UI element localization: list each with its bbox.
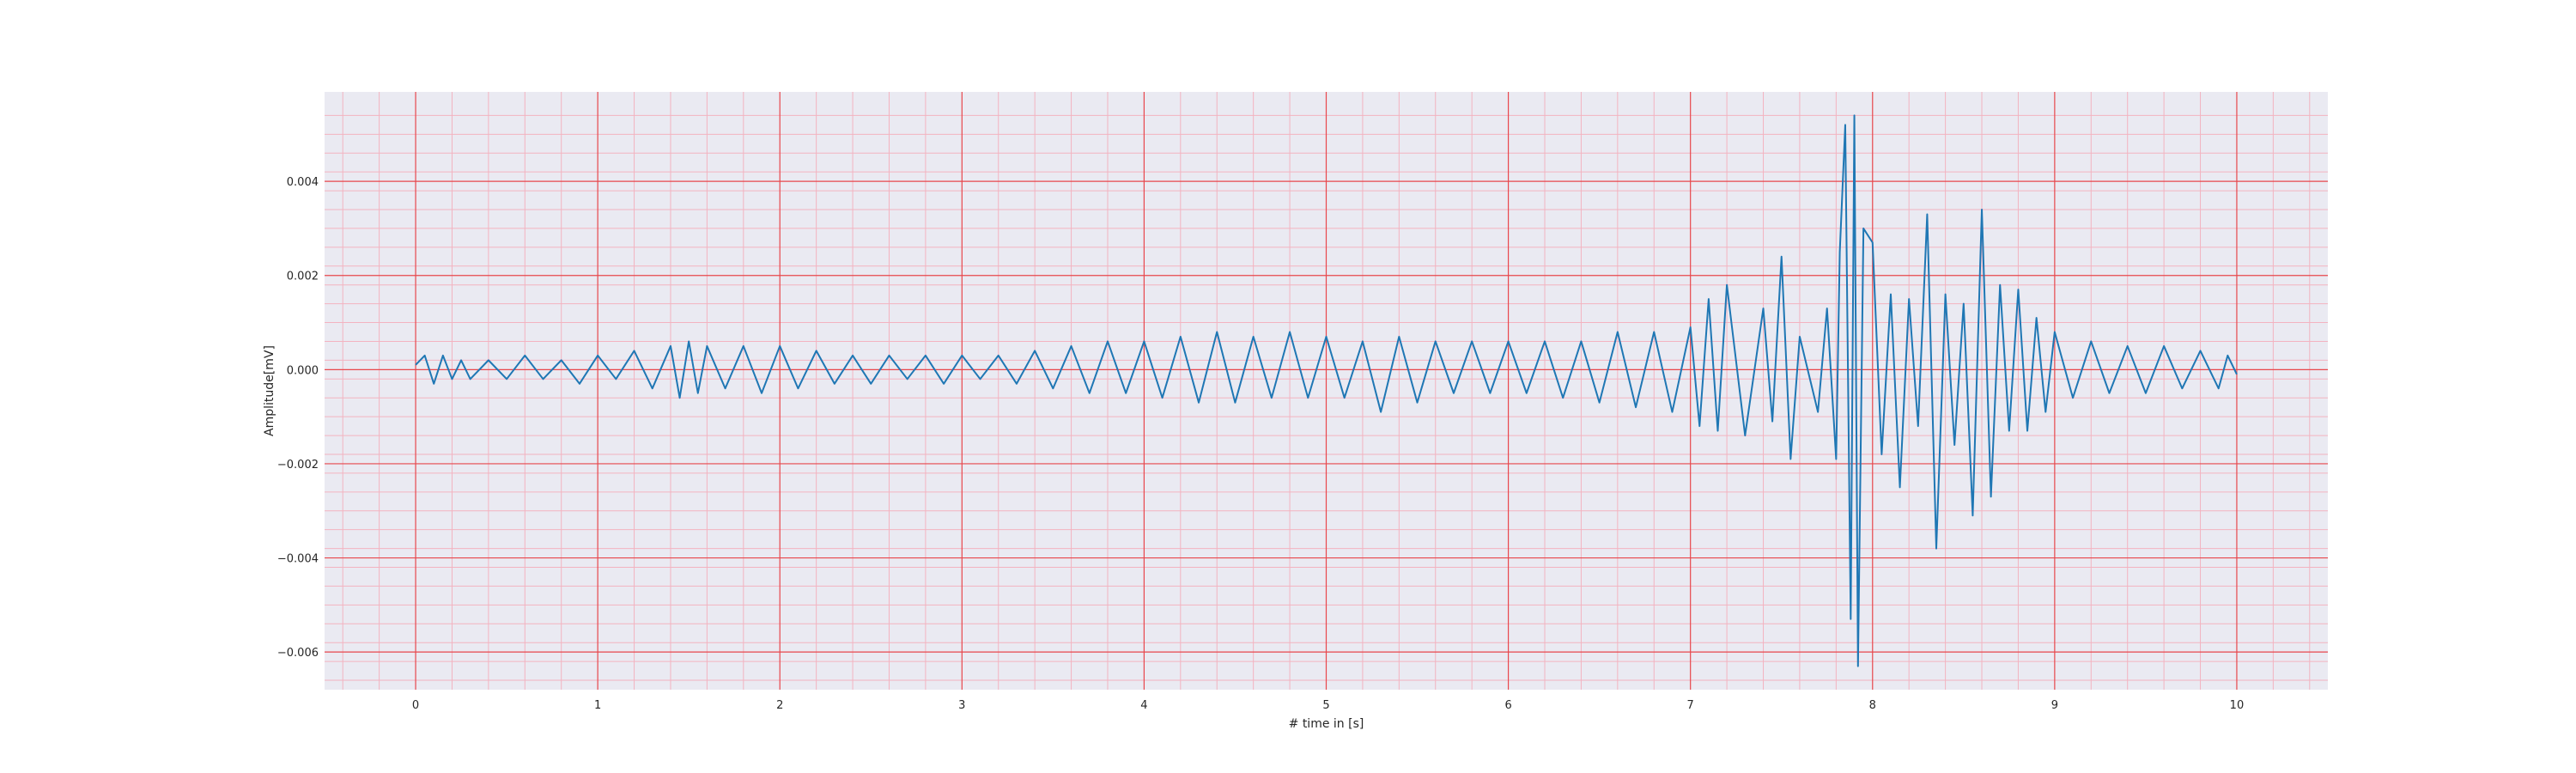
x-axis-label: # time in [s] — [1289, 717, 1364, 731]
x-tick-label: 1 — [594, 699, 601, 712]
x-tick-label: 0 — [412, 699, 419, 712]
x-tick-label: 5 — [1322, 699, 1329, 712]
series-layer — [415, 114, 2238, 667]
y-tick-labels: 0.004 0.002 0.000 −0.002 −0.004 −0.006 — [277, 176, 319, 660]
major-grid — [325, 92, 2328, 690]
x-tick-label: 6 — [1504, 699, 1511, 712]
x-tick-label: 4 — [1140, 699, 1147, 712]
x-tick-label: 3 — [958, 699, 965, 712]
y-tick-label: −0.004 — [277, 553, 319, 566]
y-tick-label: −0.002 — [277, 459, 319, 472]
y-tick-label: 0.002 — [287, 271, 319, 283]
x-tick-label: 2 — [776, 699, 783, 712]
series-line — [415, 114, 2238, 667]
x-tick-label: 7 — [1687, 699, 1694, 712]
x-tick-label: 8 — [1869, 699, 1876, 712]
y-tick-label: 0.004 — [287, 176, 319, 189]
x-tick-labels: 0 1 2 3 4 5 6 7 8 9 10 — [412, 699, 2244, 712]
x-tick-label: 9 — [2051, 699, 2058, 712]
y-axis-label: Amplitude[mV] — [263, 345, 276, 436]
y-tick-label: −0.006 — [277, 647, 319, 660]
x-tick-label: 10 — [2230, 699, 2245, 712]
y-tick-label: 0.000 — [287, 364, 319, 377]
